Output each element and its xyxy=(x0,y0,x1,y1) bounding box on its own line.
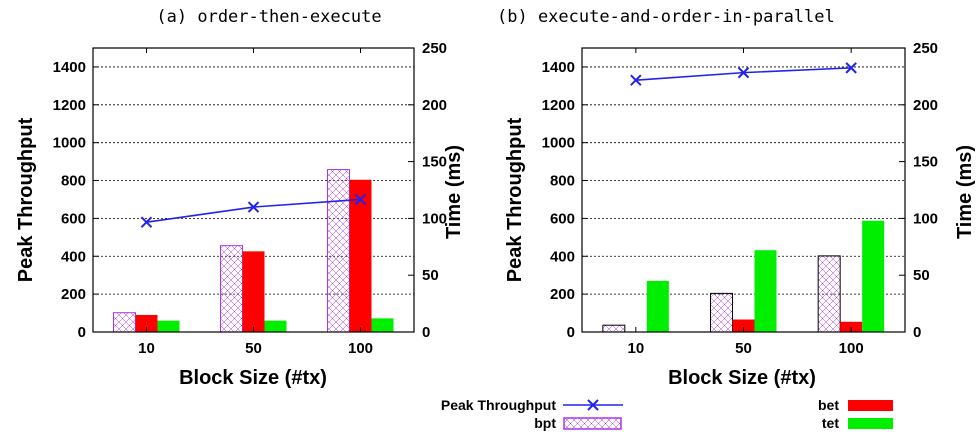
legend-swatch-tet xyxy=(848,418,893,429)
legend-label-bet: bet xyxy=(818,397,839,413)
chart-b-bar-tet xyxy=(646,280,669,332)
legend-item-bet: bet xyxy=(818,397,893,413)
chart-a-y2label: Time (ms) xyxy=(443,145,465,239)
chart-a-ylabel: Peak Throughput xyxy=(15,117,37,282)
chart-a-ytick-label: 1400 xyxy=(53,59,86,76)
chart-a-ytick-label: 0 xyxy=(78,324,86,341)
chart-a-bar-bpt xyxy=(327,169,350,333)
chart-b-point-peak-throughput xyxy=(845,62,857,74)
chart-b-xlabel: Block Size (#tx) xyxy=(668,367,816,389)
chart-b-bar-bpt xyxy=(817,255,841,333)
chart-b-ytick-label: 600 xyxy=(550,210,575,227)
chart-b-frame xyxy=(581,47,906,333)
chart-a-xtick-label: 50 xyxy=(245,340,262,357)
chart-b-xtick-label: 100 xyxy=(839,340,864,357)
chart-b-bar-tet xyxy=(754,250,777,332)
legend-item-peak-throughput: Peak Throughput xyxy=(441,397,623,413)
chart-a-ytick-label: 600 xyxy=(61,210,86,227)
chart-b-xtick-label: 10 xyxy=(627,340,644,357)
chart-b-bar-bpt xyxy=(602,324,626,333)
chart-b-y2tick-label: 50 xyxy=(913,267,930,284)
chart-b-ylabel: Peak Throughput xyxy=(504,117,526,282)
chart-b-title: (b) execute-and-order-in-parallel xyxy=(497,7,835,27)
chart-b-bar-bpt xyxy=(710,292,733,333)
chart-panel-b: (b) execute-and-order-in-parallel 0 200 40… xyxy=(497,7,976,389)
chart-a-y2tick-label: 100 xyxy=(422,210,447,227)
chart-a-bar-tet xyxy=(371,318,394,332)
chart-b-ytick-label: 1400 xyxy=(542,59,575,76)
legend-item-bpt: bpt xyxy=(534,415,622,431)
chart-a-y2tick-label: 200 xyxy=(422,97,447,114)
chart-a-y2tick-label: 50 xyxy=(422,267,439,284)
legend-label-peak-throughput: Peak Throughput xyxy=(441,397,556,413)
chart-a-bar-bet xyxy=(242,251,265,332)
chart-b-y2tick-label: 250 xyxy=(913,40,938,57)
chart-a-ytick-label: 200 xyxy=(61,286,86,303)
chart-a-bar-bet xyxy=(135,314,158,332)
chart-a-bar-tet xyxy=(157,320,180,332)
chart-b-y2tick-label: 150 xyxy=(913,154,938,171)
chart-a-ytick-label: 800 xyxy=(61,173,86,190)
legend-label-bpt: bpt xyxy=(534,415,556,431)
chart-b-y2tick-label: 200 xyxy=(913,97,938,114)
chart-a-y2tick-label: 250 xyxy=(422,40,447,57)
legend: Peak Throughput bpt bet tet xyxy=(441,397,893,431)
chart-b-point-peak-throughput xyxy=(737,66,750,79)
chart-b-ytick-label: 200 xyxy=(550,286,575,303)
chart-a-bar-bpt xyxy=(220,245,243,333)
chart-a-plot: 0 200 400 600 800 1000 1200 1400 0 50 100 150 200 250… xyxy=(53,40,447,357)
chart-b-y2tick-label: 100 xyxy=(913,210,938,227)
legend-marker-peak-throughput xyxy=(587,399,599,411)
chart-b-point-peak-throughput xyxy=(630,74,642,86)
chart-a-point-peak-throughput xyxy=(247,201,260,213)
chart-a-title: (a) order-then-execute xyxy=(156,7,381,27)
chart-panel-a: (a) order-then-execute 02004006008001000… xyxy=(15,7,465,389)
chart-a-ytick-label: 1000 xyxy=(53,135,86,152)
chart-a-bar-bet xyxy=(349,179,372,332)
chart-b-ytick-label: 800 xyxy=(550,173,575,190)
chart-a-y2tick-label: 150 xyxy=(422,154,447,171)
legend-swatch-bpt xyxy=(563,417,622,430)
chart-b-bar-bet xyxy=(732,319,755,332)
chart-b-bar-bet xyxy=(840,321,863,332)
chart-b-ytick-label: 400 xyxy=(550,248,575,265)
chart-a-xlabel: Block Size (#tx) xyxy=(179,367,327,389)
chart-b-y2tick-label: 0 xyxy=(913,324,921,341)
legend-item-tet: tet xyxy=(822,415,893,431)
chart-b-ytick-label: 1000 xyxy=(542,135,575,152)
chart-a-point-peak-throughput xyxy=(354,193,367,206)
legend-swatch-bet xyxy=(848,400,893,411)
chart-a-xtick-label: 100 xyxy=(348,340,373,357)
chart-b-xtick-label: 50 xyxy=(735,340,752,357)
chart-a-point-peak-throughput xyxy=(140,216,153,228)
chart-a-bar-tet xyxy=(264,320,287,332)
chart-b-ytick-label: 0 xyxy=(567,324,575,341)
chart-b-ytick-label: 1200 xyxy=(542,97,575,114)
chart-b-plot: 0 200 400 600 800 1000 1200 1400 0 50 100 150 200 250… xyxy=(542,40,938,357)
chart-b-line-peak-throughput xyxy=(635,67,852,81)
chart-a-xtick-label: 10 xyxy=(138,340,155,357)
chart-b-y2label: Time (ms) xyxy=(954,145,976,239)
chart-a-ytick-label: 1200 xyxy=(53,97,86,114)
chart-b-bar-tet xyxy=(862,220,885,332)
chart-a-bar-bpt xyxy=(113,312,136,333)
chart-a-ytick-label: 400 xyxy=(61,248,86,265)
legend-label-tet: tet xyxy=(822,415,839,431)
chart-a-y2tick-label: 0 xyxy=(422,324,430,341)
